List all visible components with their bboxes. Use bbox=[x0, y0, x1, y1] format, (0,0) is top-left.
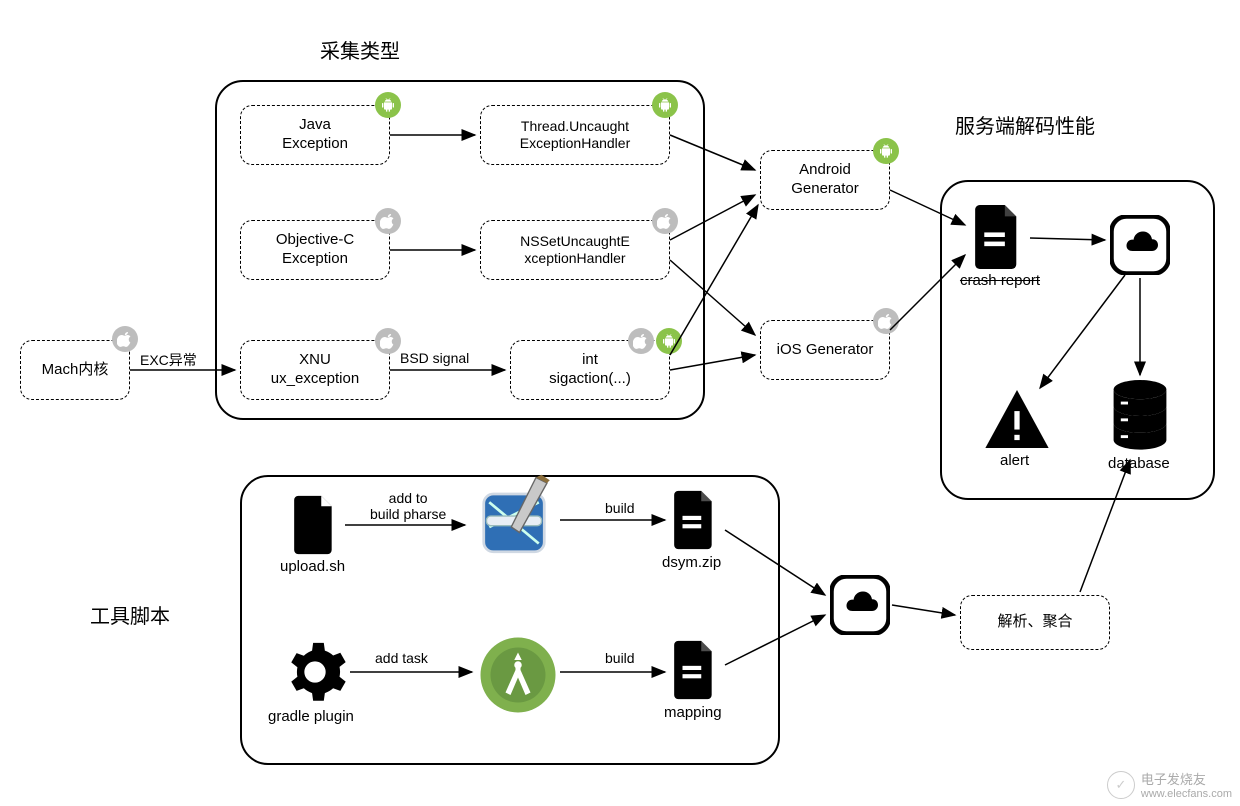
dsym-label: dsym.zip bbox=[662, 554, 721, 571]
title-tools: 工具脚本 bbox=[90, 600, 170, 629]
android-icon bbox=[652, 92, 678, 118]
node-sigaction-label: int sigaction(...) bbox=[549, 351, 631, 389]
edge-add-task: add task bbox=[375, 650, 428, 666]
watermark-url: www.elecfans.com bbox=[1141, 788, 1232, 800]
cloud-box-icon bbox=[1110, 215, 1170, 280]
edge-exc: EXC异常 bbox=[140, 350, 197, 370]
android-icon bbox=[375, 92, 401, 118]
node-parse-label: 解析、聚合 bbox=[997, 613, 1072, 632]
apple-icon bbox=[112, 326, 138, 352]
mapping-file-icon bbox=[670, 640, 720, 705]
node-ns-handler-label: NSSetUncaughtE xceptionHandler bbox=[520, 233, 630, 268]
node-thread-handler-label: Thread.Uncaught ExceptionHandler bbox=[520, 118, 631, 153]
android-studio-icon bbox=[478, 635, 558, 720]
crash-report-icon bbox=[970, 205, 1026, 274]
edge-bsd: BSD signal bbox=[400, 350, 469, 366]
node-android-gen-label: Android Generator bbox=[769, 161, 881, 199]
node-parse: 解析、聚合 bbox=[960, 595, 1110, 650]
watermark: ✓ 电子发烧友 www.elecfans.com bbox=[1107, 769, 1232, 800]
database-label: database bbox=[1108, 455, 1170, 472]
watermark-logo-icon: ✓ bbox=[1107, 771, 1135, 799]
crash-report-label: crash report bbox=[955, 272, 1045, 289]
node-android-gen: Android Generator bbox=[760, 150, 890, 210]
node-thread-handler: Thread.Uncaught ExceptionHandler bbox=[480, 105, 670, 165]
upload-label: upload.sh bbox=[280, 558, 345, 575]
dsym-file-icon bbox=[670, 490, 720, 555]
xcode-icon bbox=[470, 472, 558, 565]
node-mach: Mach内核 bbox=[20, 340, 130, 400]
node-java-exception: Java Exception bbox=[240, 105, 390, 165]
node-objc-exception-label: Objective-C Exception bbox=[276, 231, 354, 269]
apple-icon bbox=[628, 328, 654, 354]
android-icon bbox=[656, 328, 682, 354]
gradle-label: gradle plugin bbox=[268, 708, 354, 725]
title-collection: 采集类型 bbox=[320, 35, 400, 64]
alert-icon bbox=[985, 390, 1049, 453]
edge-build2: build bbox=[605, 650, 635, 666]
gear-icon bbox=[283, 640, 347, 709]
apple-icon bbox=[375, 208, 401, 234]
node-ios-gen: iOS Generator bbox=[760, 320, 890, 380]
apple-icon bbox=[375, 328, 401, 354]
node-mach-label: Mach内核 bbox=[42, 361, 109, 380]
title-server: 服务端解码性能 bbox=[955, 110, 1095, 139]
cloud-box2-icon bbox=[830, 575, 890, 640]
diagram-canvas: 采集类型 服务端解码性能 工具脚本 Mach内核 Java Exception … bbox=[0, 0, 1240, 806]
android-icon bbox=[873, 138, 899, 164]
node-objc-exception: Objective-C Exception bbox=[240, 220, 390, 280]
alert-label: alert bbox=[1000, 452, 1029, 469]
edge-add-phase: add to build pharse bbox=[370, 490, 446, 522]
mapping-label: mapping bbox=[664, 704, 722, 721]
apple-icon bbox=[652, 208, 678, 234]
watermark-brand: 电子发烧友 bbox=[1141, 769, 1232, 788]
node-xnu-label: XNU ux_exception bbox=[271, 351, 359, 389]
node-ns-handler: NSSetUncaughtE xceptionHandler bbox=[480, 220, 670, 280]
node-xnu: XNU ux_exception bbox=[240, 340, 390, 400]
node-ios-gen-label: iOS Generator bbox=[777, 341, 874, 360]
upload-file-icon bbox=[290, 495, 340, 560]
apple-icon bbox=[873, 308, 899, 334]
node-java-exception-label: Java Exception bbox=[282, 116, 348, 154]
edge-build1: build bbox=[605, 500, 635, 516]
database-icon bbox=[1110, 380, 1170, 457]
